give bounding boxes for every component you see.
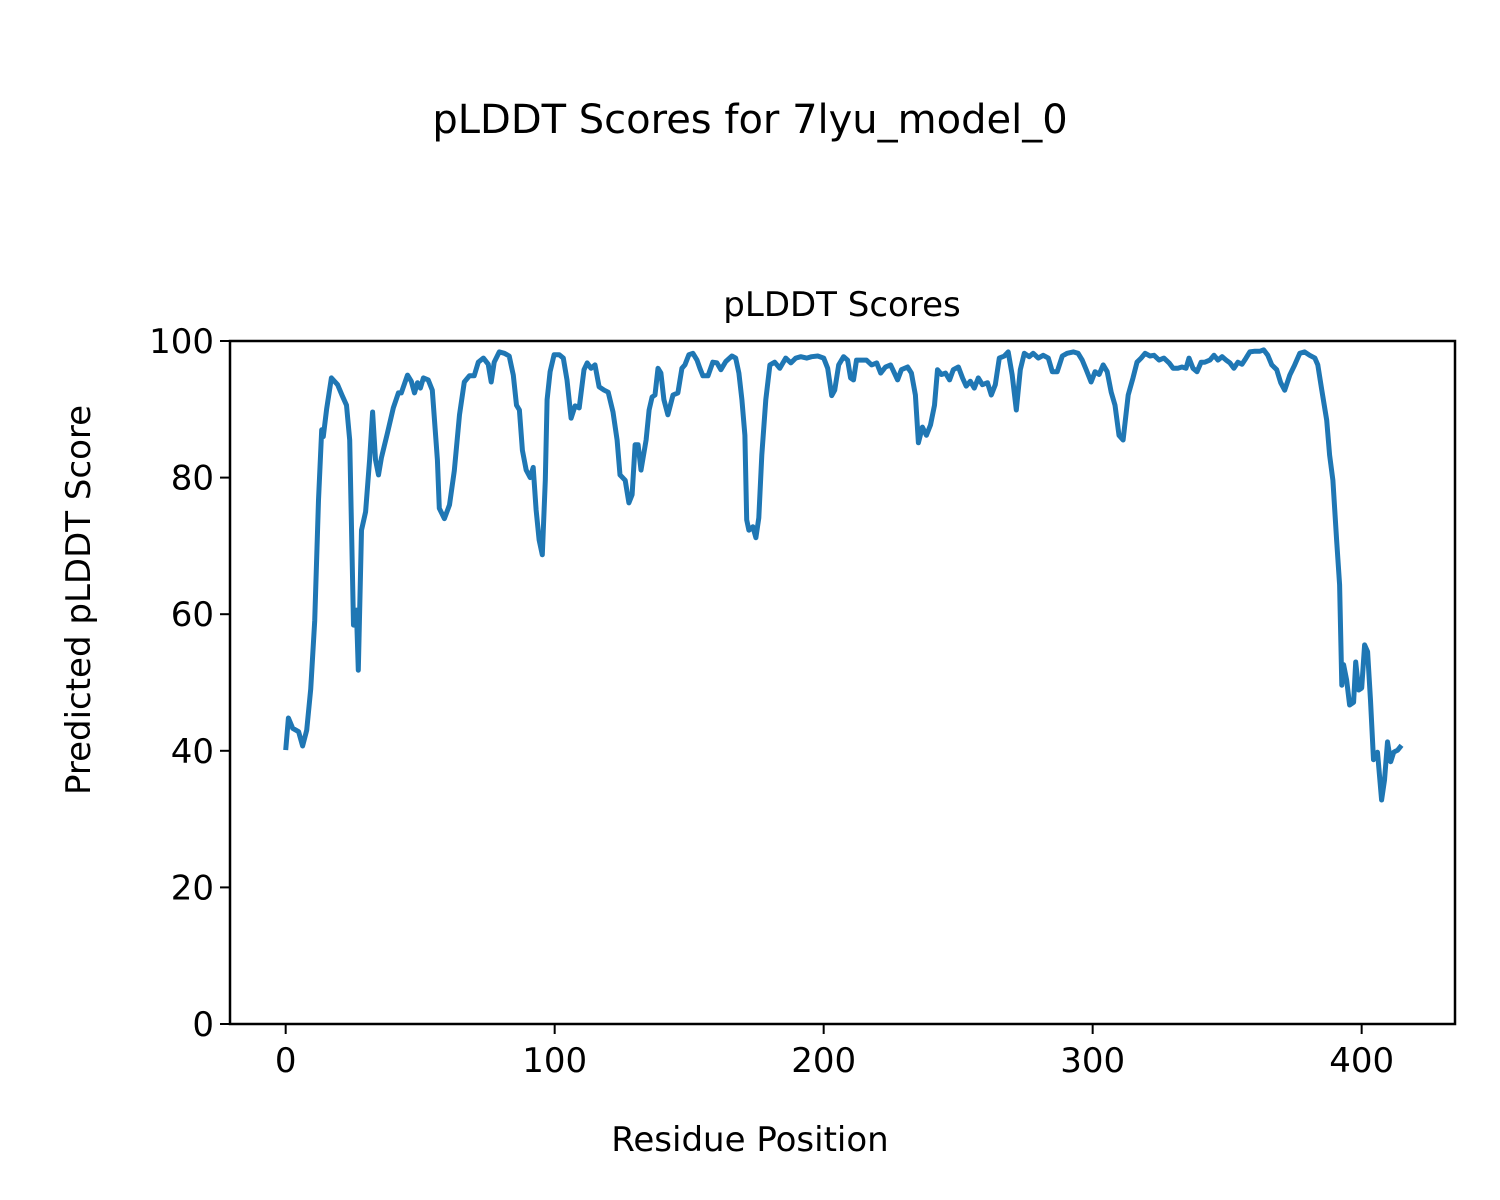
y-tick-label: 0	[192, 1005, 214, 1045]
x-axis-label: Residue Position	[611, 1120, 888, 1160]
x-tick-label: 0	[275, 1041, 297, 1081]
axes-title: pLDDT Scores	[723, 285, 960, 325]
figure-title: pLDDT Scores for 7lyu_model_0	[432, 97, 1067, 143]
x-tick-label: 400	[1329, 1041, 1394, 1081]
plddt-series-line	[283, 347, 1404, 803]
y-tick-label: 20	[171, 868, 214, 908]
y-tick-label: 100	[149, 322, 214, 362]
x-tick-label: 100	[522, 1041, 587, 1081]
y-axis-label: Predicted pLDDT Score	[59, 405, 99, 795]
x-tick-label: 300	[1060, 1041, 1125, 1081]
x-tick-label: 200	[791, 1041, 856, 1081]
y-tick-label: 80	[171, 459, 214, 499]
y-tick-label: 60	[171, 595, 214, 635]
y-tick-label: 40	[171, 732, 214, 772]
plot-area-frame	[228, 339, 1457, 1026]
